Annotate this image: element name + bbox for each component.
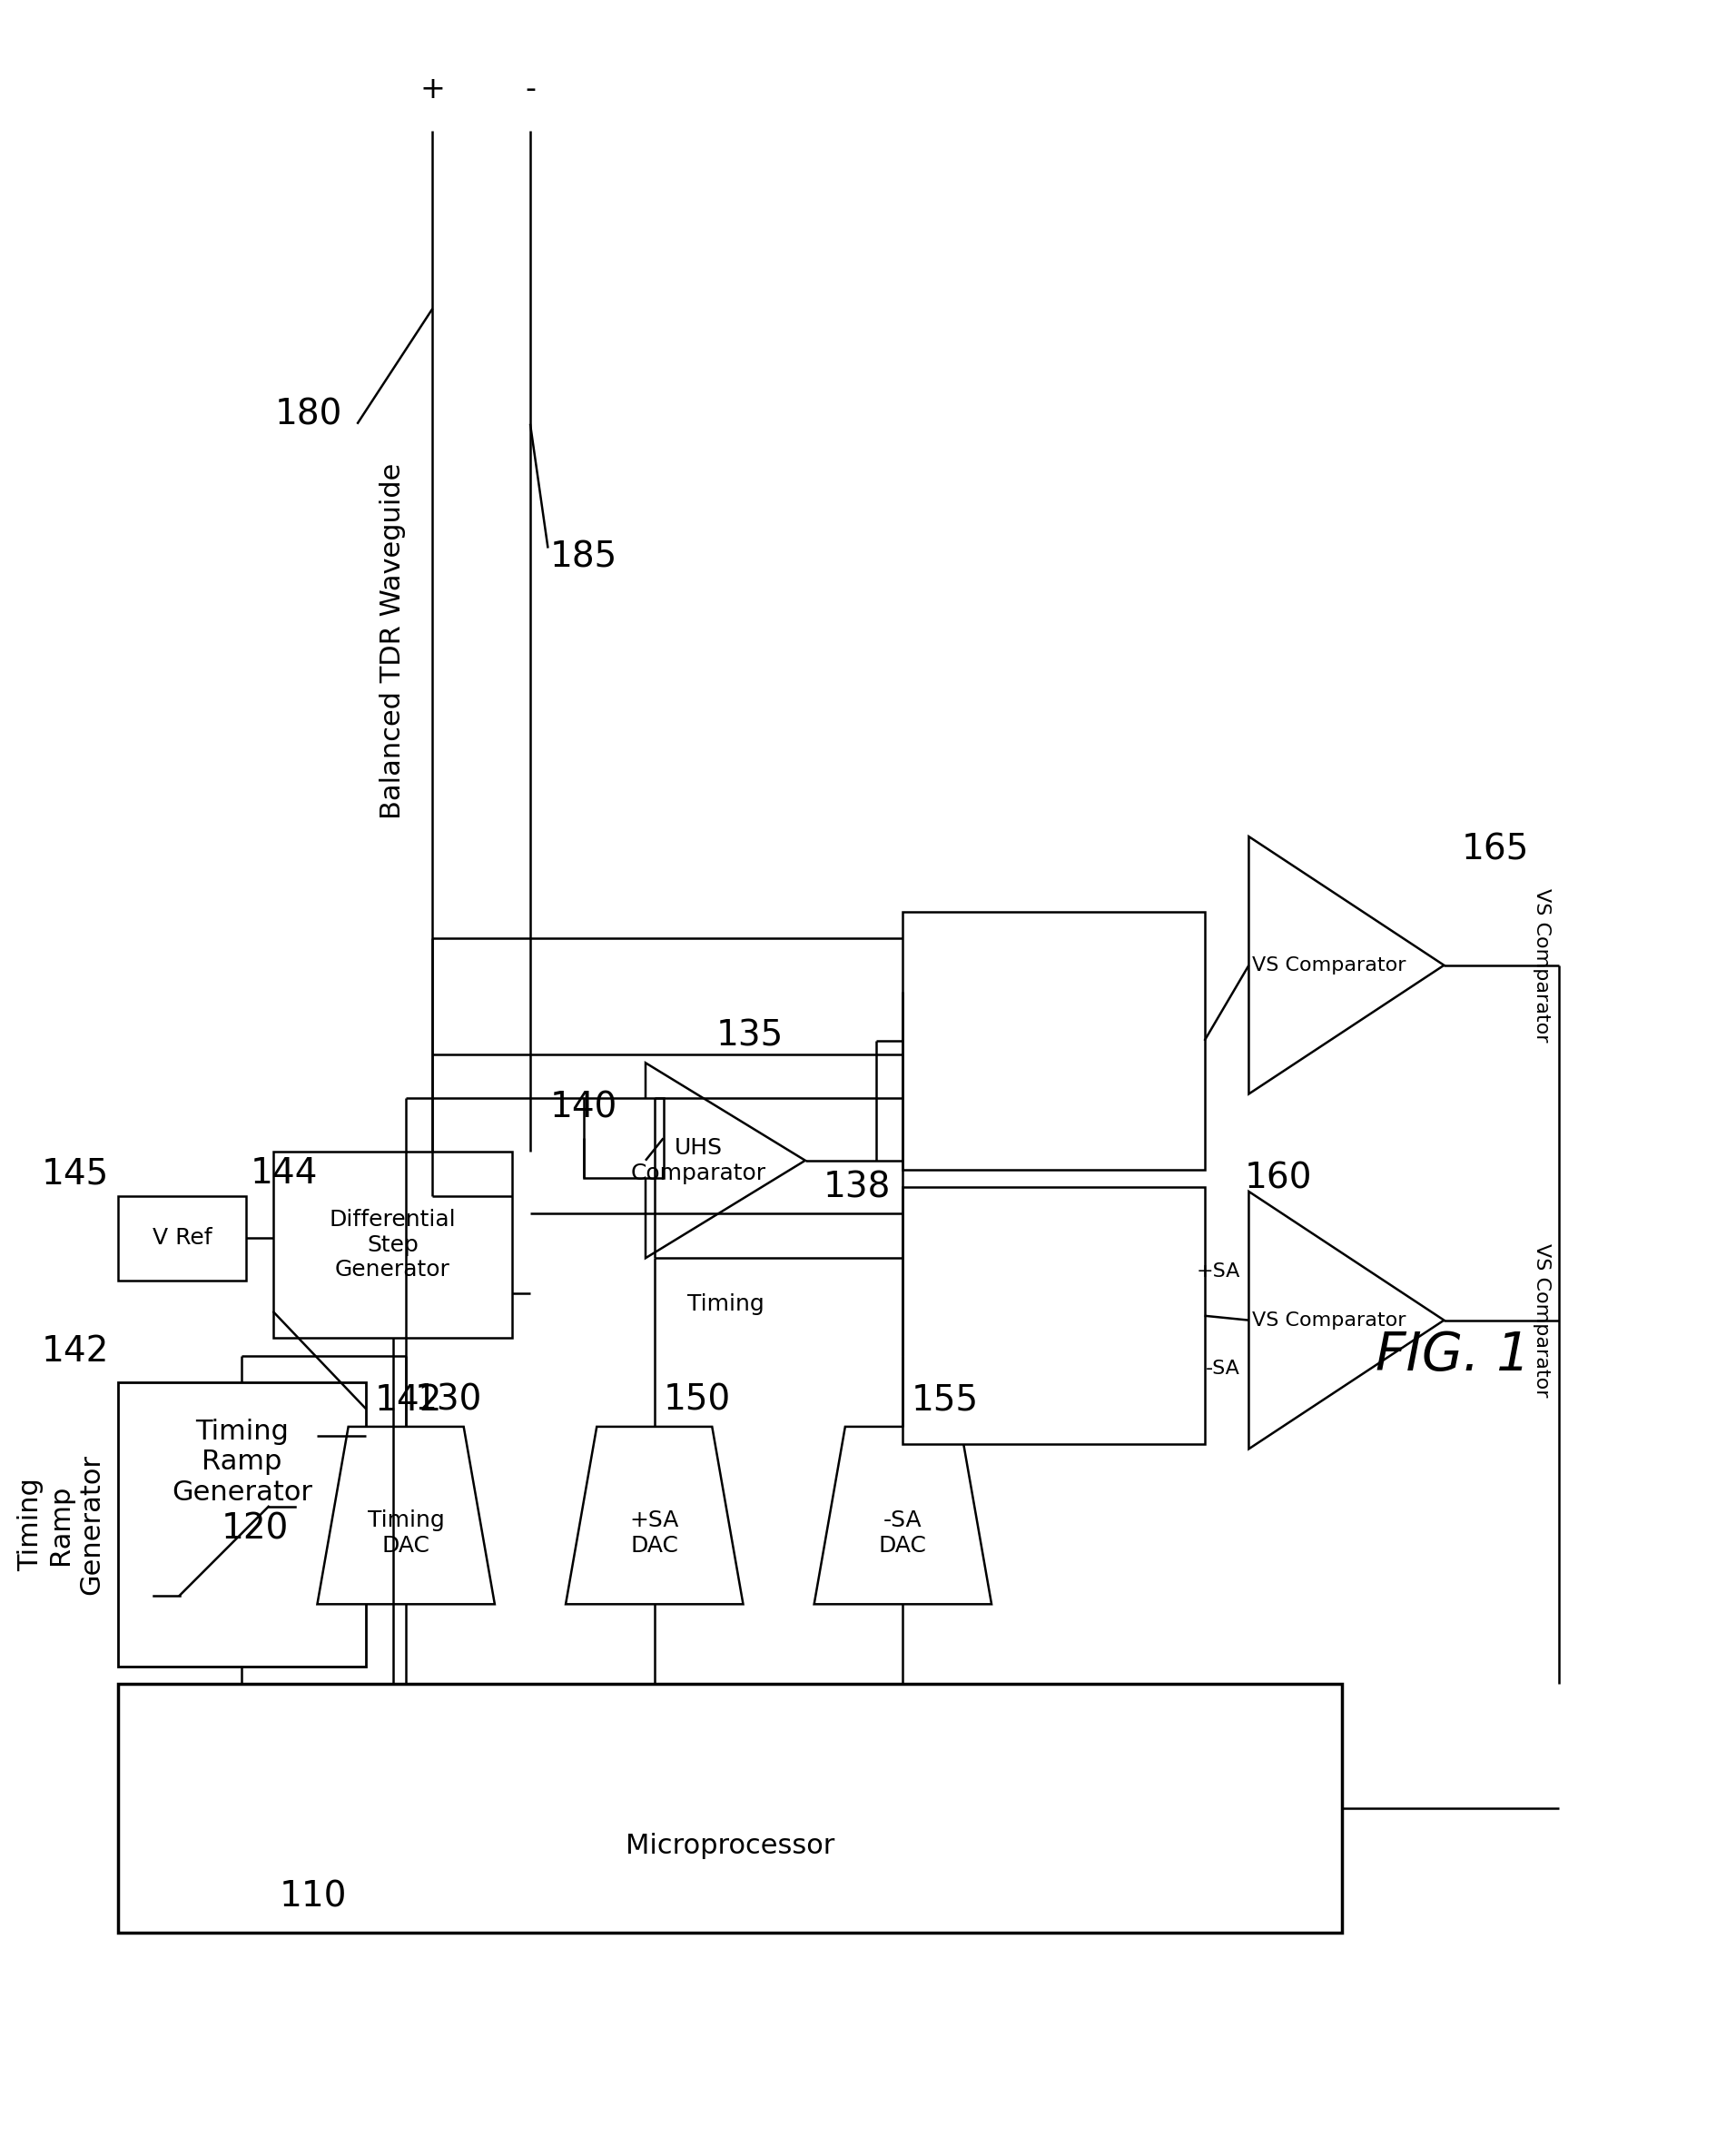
Text: 138: 138 [823, 1170, 891, 1204]
Polygon shape [566, 1428, 743, 1604]
Text: 180: 180 [274, 397, 342, 432]
Bar [273, 1151, 512, 1338]
Text: VS Comparator: VS Comparator [1533, 1243, 1550, 1398]
Text: VS Comparator: VS Comparator [1252, 955, 1406, 975]
Text: 135: 135 [717, 1020, 785, 1054]
Text: Timing: Timing [687, 1295, 764, 1316]
Bar [583, 1099, 663, 1179]
Text: 155: 155 [911, 1383, 979, 1417]
Polygon shape [1248, 1192, 1444, 1449]
Text: 145: 145 [42, 1157, 109, 1192]
Text: 120: 120 [222, 1511, 288, 1546]
Text: 160: 160 [1245, 1162, 1312, 1196]
Text: 110: 110 [279, 1881, 347, 1915]
Text: Balanced TDR Waveguide: Balanced TDR Waveguide [380, 464, 406, 820]
Polygon shape [1248, 837, 1444, 1095]
Text: 130: 130 [415, 1383, 483, 1417]
Text: 185: 185 [550, 539, 618, 573]
Text: FIG. 1: FIG. 1 [1375, 1329, 1529, 1381]
Text: +SA: +SA [1196, 1262, 1240, 1280]
Bar [903, 1187, 1205, 1445]
Text: Microprocessor: Microprocessor [625, 1831, 835, 1859]
Polygon shape [646, 1063, 806, 1258]
Text: -SA
DAC: -SA DAC [878, 1509, 927, 1557]
Bar [118, 1196, 247, 1280]
Text: 150: 150 [663, 1383, 731, 1417]
Text: V Ref: V Ref [153, 1228, 212, 1250]
Text: -: - [524, 75, 536, 105]
Text: VS Comparator: VS Comparator [1252, 1312, 1406, 1329]
Polygon shape [318, 1428, 495, 1604]
Text: Differential
Step
Generator: Differential Step Generator [330, 1209, 457, 1282]
Text: +: + [420, 75, 444, 105]
Text: VS Comparator: VS Comparator [1533, 889, 1550, 1041]
Text: 142: 142 [375, 1383, 443, 1417]
Bar [118, 1383, 366, 1666]
Polygon shape [814, 1428, 991, 1604]
Text: UHS
Comparator: UHS Comparator [632, 1138, 767, 1183]
Text: 142: 142 [42, 1333, 109, 1368]
Text: Timing
Ramp
Generator: Timing Ramp Generator [17, 1454, 104, 1595]
Bar [903, 912, 1205, 1170]
Text: 140: 140 [550, 1091, 618, 1125]
Text: Timing
DAC: Timing DAC [368, 1509, 444, 1557]
Text: Timing
Ramp
Generator: Timing Ramp Generator [172, 1419, 312, 1505]
Text: +SA
DAC: +SA DAC [630, 1509, 679, 1557]
Text: 165: 165 [1462, 833, 1529, 867]
Bar [118, 1683, 1342, 1932]
Text: 144: 144 [250, 1157, 318, 1192]
Text: -SA: -SA [1205, 1359, 1240, 1378]
